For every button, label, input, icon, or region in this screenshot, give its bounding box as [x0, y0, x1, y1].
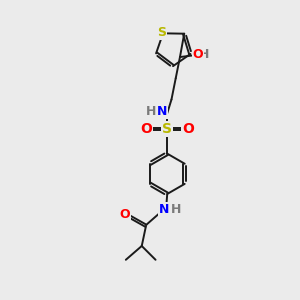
- Text: N: N: [159, 203, 169, 216]
- Text: H: H: [199, 48, 210, 62]
- Text: H: H: [146, 105, 157, 118]
- Text: O: O: [119, 208, 130, 220]
- Text: H: H: [170, 203, 181, 216]
- Text: O: O: [140, 122, 152, 136]
- Text: S: S: [162, 122, 172, 136]
- Text: O: O: [193, 48, 203, 62]
- Text: S: S: [158, 26, 166, 39]
- Text: O: O: [182, 122, 194, 136]
- Text: N: N: [157, 105, 167, 118]
